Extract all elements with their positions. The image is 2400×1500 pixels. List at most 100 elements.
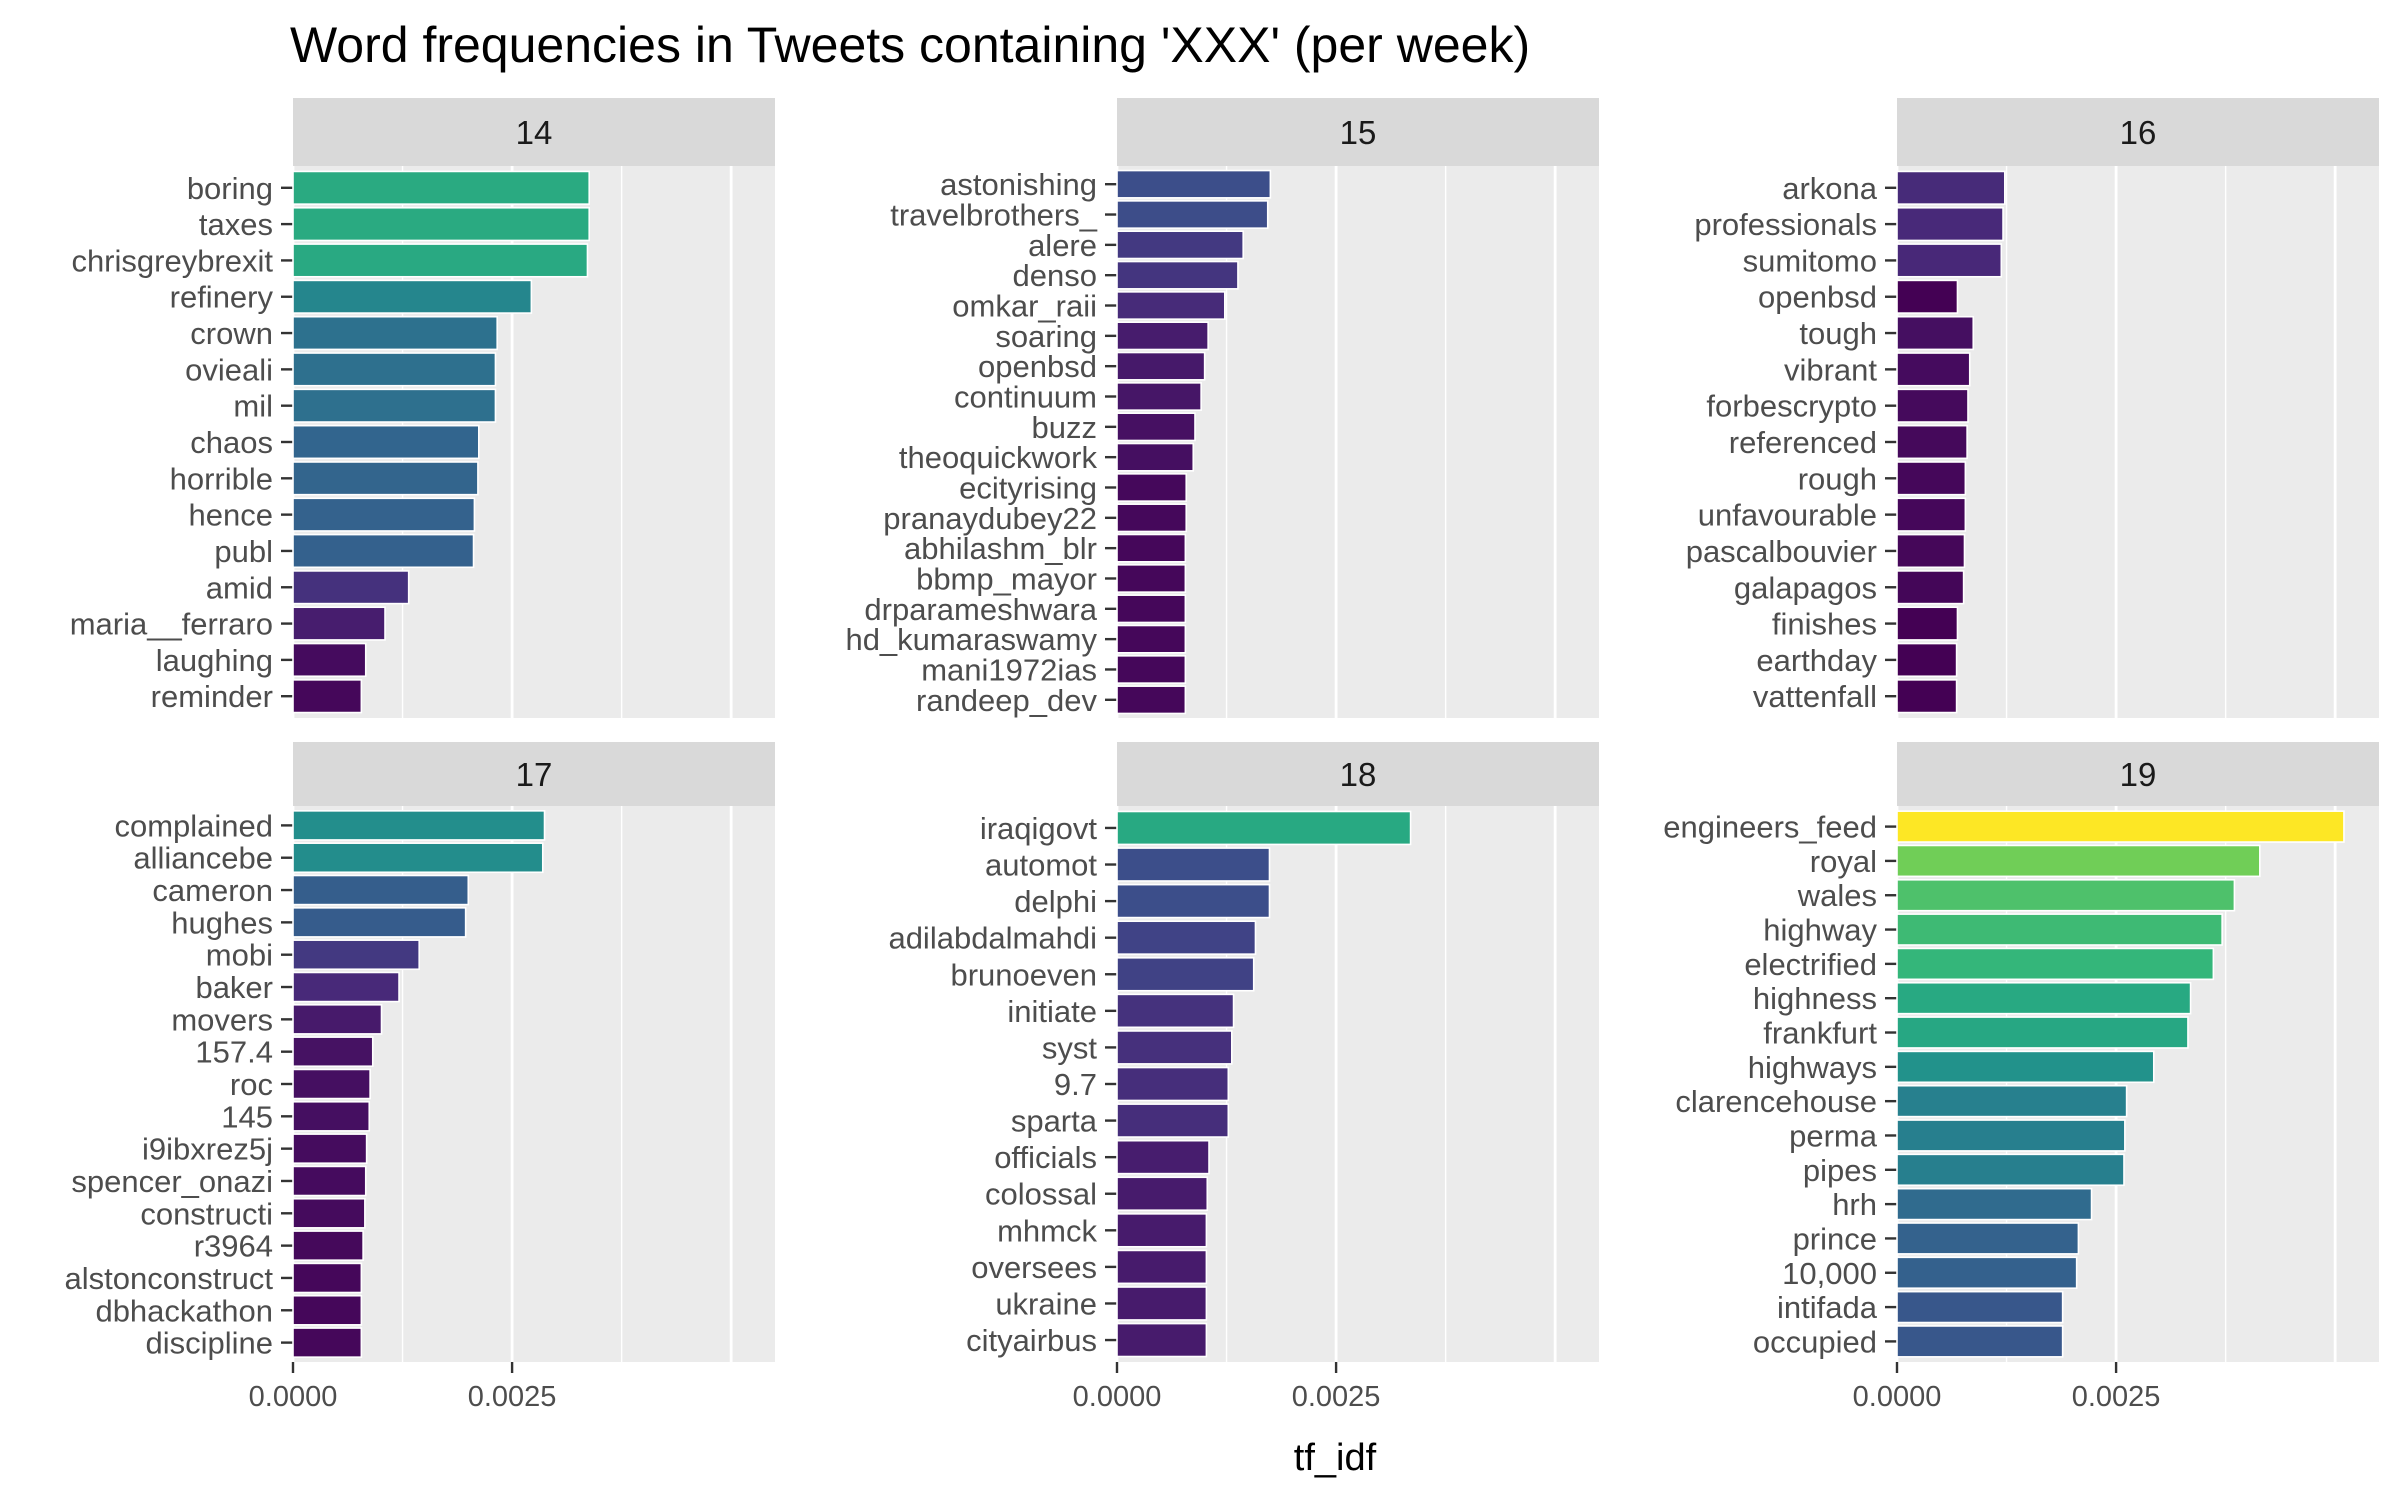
bar-boring <box>292 170 591 205</box>
category-label: discipline <box>145 1326 273 1361</box>
category-label: perma <box>1789 1118 1878 1153</box>
bar-crown <box>292 315 498 351</box>
category-label: chaos <box>190 425 273 460</box>
bar-colossal <box>1116 1176 1209 1211</box>
category-label: wales <box>1797 878 1877 913</box>
bar-vattenfall <box>1896 679 1958 714</box>
category-label: omkar_raii <box>952 289 1097 324</box>
category-label: ecityrising <box>959 470 1097 505</box>
bar-earthday <box>1896 642 1958 678</box>
bar-chrisgreybrexit <box>292 243 589 278</box>
category-label: 145 <box>221 1099 273 1134</box>
category-label: occupied <box>1753 1324 1877 1359</box>
bar-dbhackathon <box>292 1294 363 1326</box>
category-label: prince <box>1793 1221 1877 1256</box>
category-label: alliancebe <box>133 841 273 876</box>
bar-discipline <box>292 1327 363 1358</box>
x-tick-label: 0.0000 <box>1073 1381 1162 1413</box>
facet-panel-18: 18 iraqigovtautomotdelphiadilabdalmahdibr… <box>888 742 1599 1413</box>
bar-r3964 <box>292 1230 364 1261</box>
bar-continuum <box>1116 382 1202 411</box>
bar-tough <box>1896 315 1975 351</box>
category-label: astonishing <box>940 167 1097 202</box>
facet-panel-17: 17 complainedalliancebecameronhughesmobib… <box>65 742 775 1413</box>
category-label: denso <box>1013 258 1097 293</box>
bar-astonishing <box>1116 169 1272 199</box>
category-label: forbescrypto <box>1706 389 1877 424</box>
bar-baker <box>292 971 400 1003</box>
bar-alliancebe <box>292 842 544 874</box>
bar-unfavourable <box>1896 497 1967 532</box>
category-label: amid <box>206 570 273 605</box>
category-label: vibrant <box>1784 352 1877 387</box>
category-label: colossal <box>985 1177 1097 1212</box>
bar-spencer_onazi <box>292 1165 367 1197</box>
category-label: adilabdalmahdi <box>888 921 1097 956</box>
bar-publ <box>292 533 475 569</box>
category-label: 10,000 <box>1782 1256 1877 1291</box>
category-label: vattenfall <box>1753 679 1877 714</box>
category-label: finishes <box>1772 607 1877 642</box>
category-label: pascalbouvier <box>1686 534 1877 569</box>
bar-rough <box>1896 461 1967 496</box>
bar-galapagos <box>1896 570 1965 605</box>
facet-panels: 14 boringtaxeschrisgreybrexitrefinerycrow… <box>65 98 2379 1413</box>
bar-mani1972ias <box>1116 655 1187 684</box>
category-label: maria__ferraro <box>70 607 273 642</box>
bar-intifada <box>1896 1290 2064 1324</box>
bar-wales <box>1896 878 2236 912</box>
category-label: engineers_feed <box>1663 810 1877 845</box>
category-label: sumitomo <box>1743 243 1877 278</box>
category-label: hughes <box>171 905 273 940</box>
bar-sparta <box>1116 1103 1230 1138</box>
bar-refinery <box>292 279 533 314</box>
x-tick-label: 0.0025 <box>1292 1381 1381 1413</box>
category-label: constructi <box>140 1196 273 1231</box>
bar-denso <box>1116 260 1239 290</box>
x-tick-label: 0.0000 <box>1853 1381 1942 1413</box>
category-label: highway <box>1763 913 1877 948</box>
facet-panel-14: 14 boringtaxeschrisgreybrexitrefinerycrow… <box>70 98 775 718</box>
category-label: soaring <box>995 319 1097 354</box>
category-label: mobi <box>206 938 273 973</box>
bar-clarencehouse <box>1896 1084 2128 1118</box>
category-label: iraqigovt <box>980 811 1098 846</box>
facet-strip <box>1897 98 2379 166</box>
category-label: rough <box>1798 461 1877 496</box>
category-label: theoquickwork <box>899 440 1098 475</box>
bar-reminder <box>292 679 363 714</box>
category-label: boring <box>187 171 273 206</box>
bar-finishes <box>1896 606 1959 641</box>
bar-arkona <box>1896 170 2006 205</box>
bar-electrified <box>1896 947 2215 981</box>
category-label: brunoeven <box>950 957 1097 992</box>
category-label: r3964 <box>194 1229 273 1264</box>
facet-strip-label: 14 <box>516 114 553 151</box>
bar-hughes <box>292 907 467 938</box>
category-label: tough <box>1799 316 1877 351</box>
category-label: galapagos <box>1734 570 1877 605</box>
bar-chaos <box>292 424 480 460</box>
facet-strip <box>1897 742 2379 806</box>
category-label: frankfurt <box>1763 1016 1877 1051</box>
category-label: refinery <box>170 280 274 315</box>
bar-highness <box>1896 981 2192 1015</box>
bar-omkar_raii <box>1116 291 1226 320</box>
category-label: buzz <box>1032 410 1097 445</box>
category-label: bbmp_mayor <box>916 561 1097 596</box>
category-label: hd_kumaraswamy <box>845 622 1097 657</box>
category-label: chrisgreybrexit <box>71 243 273 278</box>
category-label: hence <box>189 498 273 533</box>
category-label: intifada <box>1777 1290 1878 1325</box>
bar-adilabdalmahdi <box>1116 920 1257 955</box>
bar-oversees <box>1116 1249 1208 1285</box>
bar-cameron <box>292 874 470 906</box>
bar-alstonconstruct <box>292 1262 363 1294</box>
facet-panel-19: 19 engineers_feedroyalwaleshighwayelectri… <box>1663 742 2379 1413</box>
bar-ovieali <box>292 352 497 387</box>
category-label: delphi <box>1014 884 1097 919</box>
bar-157.4 <box>292 1036 374 1068</box>
bar-buzz <box>1116 412 1196 442</box>
bar-brunoeven <box>1116 957 1255 992</box>
bar-ukraine <box>1116 1286 1208 1321</box>
